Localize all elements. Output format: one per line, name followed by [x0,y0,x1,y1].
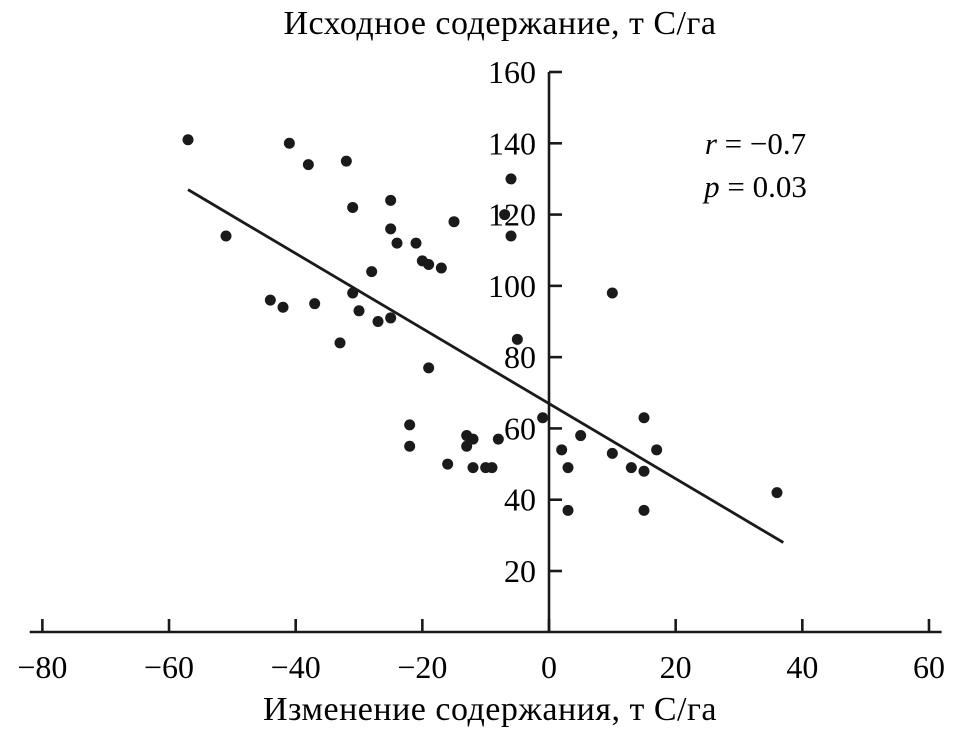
data-point [638,504,650,516]
data-point [391,237,403,249]
data-point [385,194,397,206]
data-point [467,433,479,445]
data-point [182,134,194,146]
y-tick-label: 40 [504,482,536,518]
data-point [499,209,511,221]
data-point [486,462,498,474]
data-point [277,301,289,313]
y-tick-label: 140 [488,125,536,161]
data-point [353,305,365,317]
data-point [562,504,574,516]
trend-line [187,188,785,544]
data-point [385,223,397,235]
stat-p-value: = 0.03 [719,169,807,205]
data-point [556,444,568,456]
x-tick-label: 20 [660,649,692,685]
data-point [606,287,618,299]
stat-p-line: p = 0.03 [648,165,863,208]
data-point [372,316,384,328]
data-point [606,447,618,459]
data-point [448,216,460,228]
x-tick-label: −80 [17,649,67,685]
data-point [511,333,523,345]
data-point [442,458,454,470]
y-tick-label: 80 [504,339,536,375]
x-tick-label: 0 [541,649,557,685]
y-tick-label: 60 [504,410,536,446]
y-tick-label: 120 [488,197,536,233]
data-point [302,159,314,171]
data-point [423,258,435,270]
x-axis-label: Изменение содержания, т С/га [262,691,717,728]
data-point [461,440,473,452]
data-point [638,465,650,477]
chart-title: Исходное содержание, т С/га [283,5,717,42]
data-point [410,237,422,249]
x-tick-label: −40 [271,649,321,685]
data-point [505,230,517,242]
data-point [638,412,650,424]
data-point [340,155,352,167]
data-point [347,201,359,213]
data-point [334,337,346,349]
data-point [435,262,447,274]
data-point [404,419,416,431]
x-tick-label: 60 [913,649,945,685]
data-point [366,266,378,278]
data-point [283,137,295,149]
data-point [404,440,416,452]
data-point [309,298,321,310]
data-point [651,444,663,456]
stat-p-var: p [704,169,720,205]
data-point [467,462,479,474]
data-point [771,487,783,499]
data-point [575,430,587,442]
data-point [264,294,276,306]
stat-r-value: = −0.7 [716,126,807,161]
data-point [385,312,397,324]
data-point [492,433,504,445]
data-point [423,362,435,374]
stats-annotation: r = −0.7 p = 0.03 [648,122,863,209]
x-tick-label: −60 [144,649,194,685]
data-point [220,230,232,242]
x-tick-label: 40 [786,649,818,685]
data-point [347,287,359,299]
stat-r-var: r [704,126,717,161]
stat-r-line: r = −0.7 [648,122,863,165]
data-point [625,462,637,474]
data-point [505,173,517,185]
data-point [562,462,574,474]
y-tick-label: 20 [504,553,536,589]
data-point [537,412,549,424]
x-tick-label: −20 [397,649,447,685]
y-tick-label: 160 [488,54,536,90]
y-tick-label: 100 [488,268,536,304]
